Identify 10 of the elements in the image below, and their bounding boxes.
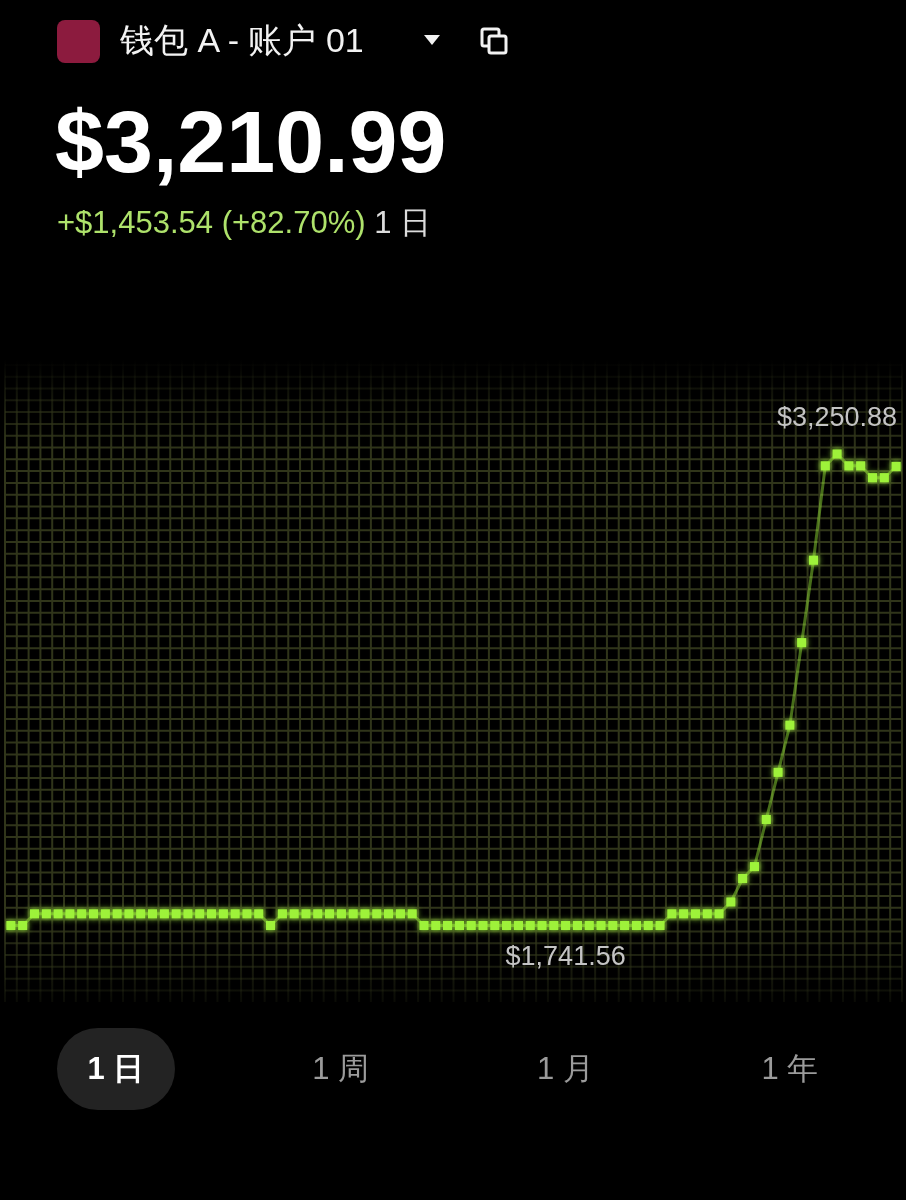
- text: 1 日: [374, 205, 432, 240]
- data-label: $1,741.56: [505, 940, 626, 971]
- text: +$1,453.54 (+82.70%): [57, 205, 366, 240]
- chart-title: 钱包 A - 账户 01: [120, 21, 364, 59]
- chart-subtitle: $3,210.99: [55, 92, 447, 191]
- pill-button: 1 日: [57, 1028, 175, 1110]
- text: 1 月: [536, 1050, 594, 1088]
- text: 1 年: [761, 1050, 819, 1088]
- text: 1 周: [312, 1050, 370, 1088]
- data-label: $3,250.88: [777, 402, 898, 433]
